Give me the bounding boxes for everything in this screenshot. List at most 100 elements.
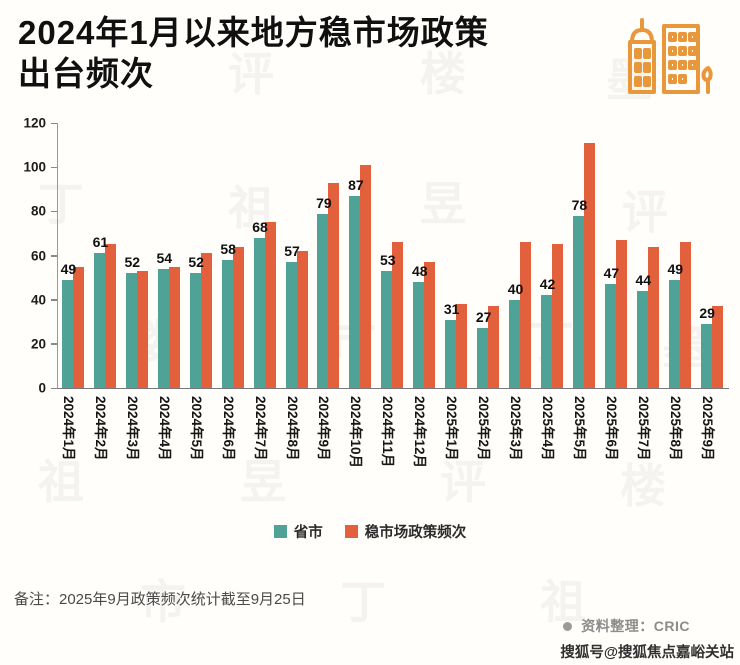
bar-policy-frequency (264, 222, 276, 388)
bar-policy-frequency (456, 304, 468, 388)
bar-policy-frequency (520, 242, 532, 388)
legend-label: 稳市场政策频次 (364, 525, 467, 541)
y-tick-mark (51, 343, 57, 345)
bar-value-label: 49 (60, 260, 77, 277)
bar-value-label: 57 (284, 243, 300, 260)
x-axis-label: 2025年8月 (667, 396, 683, 461)
x-axis-label: 2025年2月 (476, 396, 492, 461)
bar-policy-frequency (424, 262, 436, 388)
bar-group: 44 (635, 123, 661, 388)
bar-value-label: 49 (667, 260, 684, 277)
bar-policy-frequency (488, 306, 500, 388)
bar-provinces (381, 270, 393, 388)
bar-group: 49 (60, 123, 86, 388)
chart-legend: 省市 稳市场政策频次 (0, 521, 740, 542)
bar-policy-frequency (200, 253, 212, 388)
bar-group: 40 (507, 123, 533, 388)
legend-item: 省市 (273, 521, 323, 542)
y-tick-mark (51, 255, 57, 257)
bar-policy-frequency (296, 251, 308, 388)
y-tick-label: 100 (23, 159, 46, 175)
bar-value-label: 44 (635, 271, 652, 288)
bar-group: 52 (124, 123, 150, 388)
y-tick-mark (51, 387, 57, 389)
x-axis-label: 2024年10月 (348, 396, 364, 469)
bar-value-label: 52 (124, 254, 141, 271)
bar-provinces (572, 215, 584, 388)
bar-provinces (700, 323, 712, 388)
bar-provinces (604, 284, 616, 388)
bar-provinces (93, 253, 105, 388)
bar-provinces (477, 328, 489, 388)
bar-policy-frequency (72, 266, 84, 388)
source-bullet-icon (563, 621, 573, 631)
bar-policy-frequency (360, 164, 372, 388)
bar-provinces (221, 259, 233, 388)
bar-group: 53 (380, 123, 405, 388)
bar-value-label: 79 (316, 194, 332, 211)
plot-area: 49 61 52 54 52 58 68 57 79 87 53 48 31 27 40 42 78 47 44 49… (51, 122, 729, 389)
bar-provinces (61, 279, 73, 388)
bar-group: 42 (539, 123, 565, 388)
legend-swatch-icon (344, 525, 358, 538)
x-axis-label: 2024年5月 (188, 396, 204, 461)
bar-provinces (541, 295, 553, 388)
bar-group: 31 (443, 123, 469, 388)
bar-value-label: 47 (603, 265, 620, 282)
x-axis-label: 2025年1月 (444, 396, 460, 461)
bar-policy-frequency (136, 270, 148, 388)
sohu-watermark: 搜狐号@搜狐焦点嘉峪关站 (560, 645, 734, 661)
x-axis-label: 2025年3月 (508, 396, 524, 461)
bar-value-label: 48 (411, 263, 428, 279)
page-title: 2024年1月以来地方稳市场政策 出台频次 (18, 12, 489, 95)
x-axis-label: 2024年2月 (92, 396, 108, 461)
bar-provinces (157, 268, 169, 388)
bar-value-label: 68 (252, 218, 268, 235)
x-axis-label: 2024年11月 (380, 396, 396, 468)
bar-group: 29 (699, 123, 725, 388)
y-tick-label: 40 (30, 292, 46, 308)
bar-policy-frequency (583, 142, 595, 388)
bar-provinces (189, 273, 201, 388)
bar-value-label: 40 (507, 280, 524, 297)
bar-group: 78 (571, 123, 597, 388)
bar-provinces (125, 273, 137, 388)
bar-provinces (317, 213, 329, 388)
x-axis-label: 2025年7月 (635, 396, 651, 461)
bar-value-label: 78 (571, 196, 588, 213)
x-axis-label: 2024年3月 (124, 396, 140, 461)
bar-policy-frequency (104, 244, 116, 388)
x-axis-label: 2024年7月 (252, 396, 268, 461)
source-text: 资料整理：CRIC (581, 618, 690, 634)
watermark-character: 丁 (340, 576, 386, 628)
x-axis-labels: 2024年1月 2024年2月 2024年3月 2024年4月 2024年5月 2024年… (57, 391, 728, 499)
x-axis-label: 2024年6月 (220, 396, 236, 461)
bar-provinces (445, 319, 457, 388)
page-title-line2: 出台频次 (18, 55, 154, 93)
y-tick-mark (51, 299, 57, 301)
bar-group: 79 (316, 123, 341, 388)
bar-policy-frequency (679, 242, 691, 388)
x-axis-label: 2025年9月 (699, 396, 715, 461)
bar-group: 27 (476, 123, 501, 388)
bar-policy-frequency (615, 240, 627, 388)
buildings-icon (620, 10, 718, 102)
y-tick-label: 120 (23, 115, 46, 131)
bar-policy-frequency (711, 306, 723, 388)
bar-value-label: 31 (443, 300, 460, 317)
x-axis-label: 2024年12月 (412, 396, 428, 469)
bar-policy-frequency (392, 242, 404, 388)
bar-provinces (668, 279, 680, 388)
bar-group: 68 (252, 123, 278, 388)
bar-value-label: 54 (156, 249, 173, 266)
x-axis-label: 2025年4月 (540, 396, 556, 461)
data-source: 资料整理：CRIC (563, 616, 690, 636)
bar-provinces (413, 282, 425, 388)
y-tick-label: 20 (30, 336, 46, 352)
bar-policy-frequency (647, 246, 659, 388)
x-axis-label: 2025年5月 (571, 396, 587, 461)
legend-item: 稳市场政策频次 (344, 521, 467, 542)
bar-value-label: 42 (539, 276, 556, 293)
bar-group: 61 (93, 123, 118, 388)
